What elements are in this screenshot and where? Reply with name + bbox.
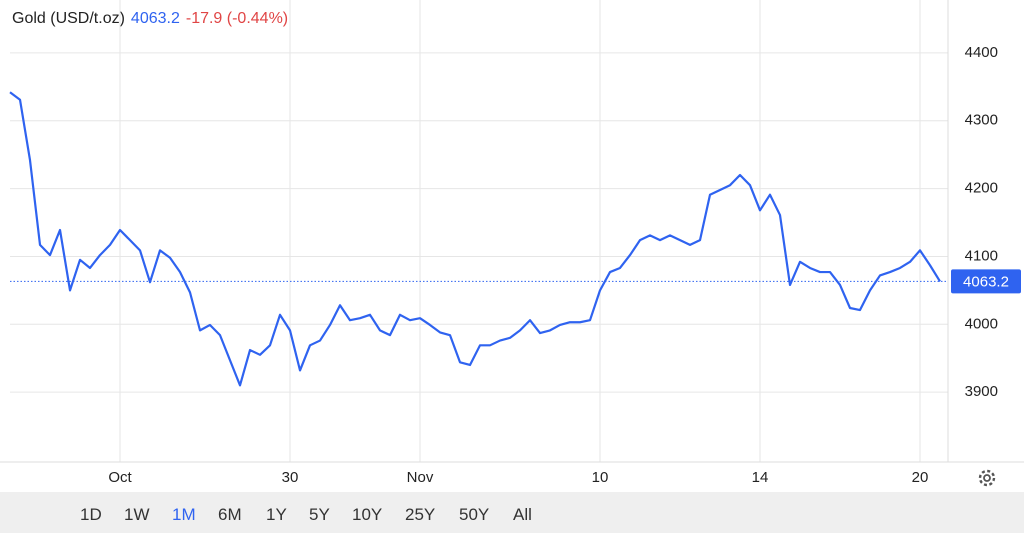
- range-button[interactable]: 10Y: [352, 505, 383, 524]
- price-tag-label: 4063.2: [963, 273, 1009, 290]
- x-tick-label: Oct: [108, 469, 132, 486]
- y-tick-label: 4300: [965, 112, 998, 129]
- x-tick-label: 20: [912, 469, 929, 486]
- range-button[interactable]: 1W: [124, 505, 150, 524]
- price-tag: [951, 269, 1021, 294]
- y-tick-label: 4200: [965, 180, 998, 197]
- last-price: 4063.2: [130, 10, 180, 27]
- x-tick-label: Nov: [407, 469, 434, 486]
- chart: 3900 4000 4100 4200 4300 4400 Oct 30 Nov 10 14 20 40…: [0, 0, 1024, 486]
- range-button[interactable]: 1M: [172, 505, 196, 524]
- range-button[interactable]: 6M: [218, 505, 242, 524]
- range-button[interactable]: 1Y: [266, 505, 287, 524]
- y-tick-label: 3900: [965, 383, 998, 400]
- title: Gold (USD/t.oz): [12, 10, 125, 27]
- y-tick-label: 4000: [965, 315, 998, 332]
- header: Gold (USD/t.oz) 4063.2 -17.9 (-0.44%): [12, 10, 294, 28]
- range-button[interactable]: 50Y: [459, 505, 490, 524]
- range-button[interactable]: 1D: [80, 505, 102, 524]
- price-change: -17.9 (-0.44%): [185, 10, 289, 27]
- range-bar: 1D 1W 1M 6M 1Y 5Y 10Y 25Y 50Y All: [0, 492, 1024, 533]
- range-button[interactable]: All: [513, 505, 532, 524]
- y-tick-label: 4100: [965, 247, 998, 264]
- y-tick-label: 4400: [965, 44, 998, 61]
- price-line: [9, 91, 941, 387]
- settings-icon[interactable]: [975, 466, 999, 490]
- x-tick-label: 10: [592, 469, 609, 486]
- range-button[interactable]: 25Y: [405, 505, 436, 524]
- range-button[interactable]: 5Y: [309, 505, 330, 524]
- x-tick-label: 14: [752, 469, 769, 486]
- x-tick-label: 30: [282, 469, 299, 486]
